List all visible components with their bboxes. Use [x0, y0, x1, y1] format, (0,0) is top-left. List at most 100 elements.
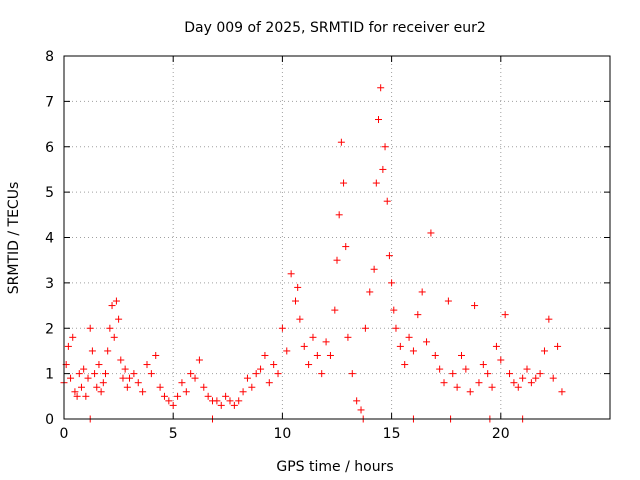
data-point — [381, 143, 389, 151]
data-point — [527, 379, 535, 387]
data-point — [108, 302, 116, 310]
x-tick-label: 10 — [273, 426, 291, 442]
data-point — [519, 374, 527, 382]
data-point — [95, 361, 103, 369]
data-point — [119, 374, 127, 382]
data-point — [106, 324, 114, 332]
data-point — [558, 388, 566, 396]
data-point — [178, 379, 186, 387]
data-point — [248, 383, 256, 391]
data-point — [396, 342, 404, 350]
data-point — [401, 361, 409, 369]
y-tick-label: 2 — [45, 321, 54, 337]
data-point — [449, 370, 457, 378]
data-point — [492, 342, 500, 350]
data-point — [93, 383, 101, 391]
data-point — [117, 356, 125, 364]
data-point — [191, 374, 199, 382]
data-point — [126, 374, 134, 382]
data-point — [540, 347, 548, 355]
data-point — [372, 179, 380, 187]
data-point — [222, 392, 230, 400]
data-point — [335, 211, 343, 219]
x-tick-label: 5 — [169, 426, 178, 442]
data-point — [514, 383, 522, 391]
data-point — [80, 365, 88, 373]
data-point — [115, 315, 123, 323]
data-point — [292, 297, 300, 305]
data-point — [294, 283, 302, 291]
data-point — [309, 333, 317, 341]
x-tick-label: 0 — [60, 426, 69, 442]
data-point — [86, 324, 94, 332]
data-points — [60, 84, 566, 423]
data-point — [431, 351, 439, 359]
data-point — [488, 383, 496, 391]
data-point — [326, 351, 334, 359]
data-point — [379, 165, 387, 173]
data-point — [471, 302, 479, 310]
data-point — [278, 324, 286, 332]
data-point — [156, 383, 164, 391]
data-point — [457, 351, 465, 359]
y-tick-label: 5 — [45, 185, 54, 201]
data-point — [165, 397, 173, 405]
data-point — [235, 397, 243, 405]
data-point — [409, 347, 417, 355]
data-point — [160, 392, 168, 400]
data-point — [99, 379, 107, 387]
data-point — [73, 392, 81, 400]
data-point — [366, 288, 374, 296]
data-point — [261, 351, 269, 359]
data-point — [91, 370, 99, 378]
axis-ticks — [63, 55, 610, 420]
data-point — [340, 179, 348, 187]
y-tick-label: 4 — [45, 231, 54, 247]
data-point — [147, 370, 155, 378]
data-point — [374, 116, 382, 124]
y-tick-label: 6 — [45, 140, 54, 156]
data-point — [296, 315, 304, 323]
data-point — [497, 356, 505, 364]
data-point — [337, 138, 345, 146]
data-point — [405, 333, 413, 341]
data-point — [510, 379, 518, 387]
data-point — [112, 297, 120, 305]
data-point — [143, 361, 151, 369]
data-point — [152, 351, 160, 359]
data-point — [383, 197, 391, 205]
data-point — [182, 388, 190, 396]
data-point — [257, 365, 265, 373]
data-point — [554, 342, 562, 350]
data-point — [300, 342, 308, 350]
data-point — [453, 383, 461, 391]
data-point — [97, 388, 105, 396]
y-tick-label: 0 — [45, 412, 54, 428]
data-point — [243, 374, 251, 382]
data-point — [121, 365, 129, 373]
data-point — [414, 311, 422, 319]
data-point — [549, 374, 557, 382]
data-point — [239, 388, 247, 396]
data-point — [67, 374, 75, 382]
data-point — [187, 370, 195, 378]
y-tick-label: 1 — [45, 367, 54, 383]
x-tick-labels: 0 5 10 15 20 — [60, 426, 510, 442]
data-point — [274, 370, 282, 378]
data-point — [265, 379, 273, 387]
data-point — [475, 379, 483, 387]
data-point — [418, 288, 426, 296]
data-point — [377, 84, 385, 92]
data-point — [270, 361, 278, 369]
data-point — [536, 370, 544, 378]
data-point — [313, 351, 321, 359]
data-point — [217, 401, 225, 409]
data-point — [436, 365, 444, 373]
data-point — [69, 333, 77, 341]
data-point — [392, 324, 400, 332]
data-point — [283, 347, 291, 355]
data-point — [169, 401, 177, 409]
x-axis-title: GPS time / hours — [276, 459, 393, 475]
data-point — [226, 397, 234, 405]
